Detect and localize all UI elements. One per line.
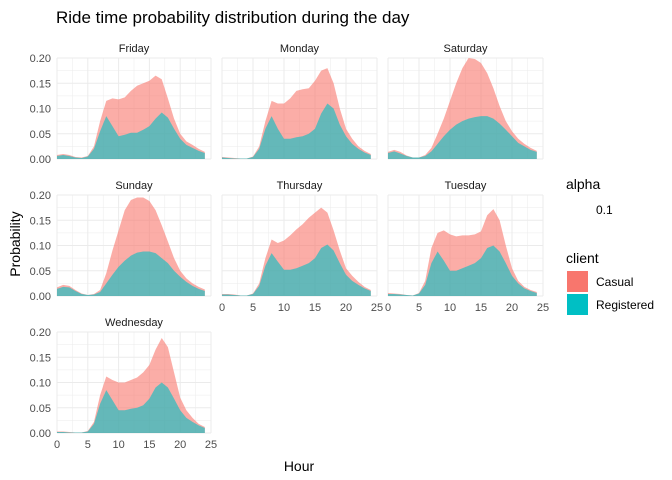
y-tick-label: 0.15: [30, 352, 51, 364]
facet-wednesday: Wednesday 0.00 0.05 0.10 0.15 0.20 0 5 10 15 20 25: [30, 317, 218, 451]
facet-tuesday: Tuesday 0 5 10 15 20 25: [385, 180, 549, 314]
x-tick-label: 15: [309, 302, 321, 314]
facet-strip-sunday: Sunday: [115, 180, 153, 192]
facet-panels: Friday 0.00 0.05 0.10 0.15 0.20 Monday Saturday…: [30, 43, 550, 451]
area-registered-monday: [222, 103, 371, 159]
area-registered-sunday: [57, 251, 205, 296]
y-tick-label: 0.15: [30, 78, 51, 90]
x-tick-label: 20: [506, 302, 518, 314]
x-tick-label: 20: [340, 302, 352, 314]
facet-friday: Friday 0.00 0.05 0.10 0.15 0.20: [30, 43, 212, 166]
x-tick-label: 10: [278, 302, 290, 314]
facet-sunday: Sunday 0.00 0.05 0.10 0.15 0.20: [30, 180, 212, 303]
x-tick-label: 5: [250, 302, 256, 314]
x-tick-label: 25: [371, 302, 383, 314]
x-tick-label: 25: [205, 439, 217, 451]
y-tick-label: 0.05: [30, 403, 51, 415]
legend-swatch-casual: [567, 271, 588, 292]
facet-strip-saturday: Saturday: [443, 43, 488, 55]
facet-saturday: Saturday: [387, 43, 544, 160]
area-registered-saturday: [388, 116, 537, 159]
x-tick-label: 0: [219, 302, 225, 314]
facet-strip-wednesday: Wednesday: [105, 317, 163, 329]
y-tick-label: 0.00: [30, 428, 51, 440]
x-tick-label: 5: [85, 439, 91, 451]
legend-label-registered: Registered: [596, 298, 654, 312]
facet-strip-friday: Friday: [119, 43, 150, 55]
legend-client-title: client: [566, 250, 599, 266]
x-tick-label: 10: [444, 302, 456, 314]
area-registered-wednesday: [57, 382, 205, 433]
legend-label-casual: Casual: [596, 275, 633, 289]
facet-monday: Monday: [221, 43, 378, 160]
area-registered-tuesday: [388, 245, 537, 296]
x-tick-label: 15: [143, 439, 155, 451]
y-tick-label: 0.00: [30, 154, 51, 166]
facet-thursday: Thursday 0 5 10 15 20 25: [219, 180, 383, 314]
facet-strip-monday: Monday: [280, 43, 320, 55]
y-tick-label: 0.15: [30, 215, 51, 227]
x-tick-label: 5: [416, 302, 422, 314]
facet-strip-tuesday: Tuesday: [445, 180, 487, 192]
y-tick-label: 0.10: [30, 104, 51, 116]
y-tick-label: 0.20: [30, 190, 51, 202]
x-tick-label: 0: [385, 302, 391, 314]
x-tick-label: 10: [112, 439, 124, 451]
legend-swatch-registered: [567, 294, 588, 315]
x-tick-label: 25: [537, 302, 549, 314]
y-tick-label: 0.10: [30, 241, 51, 253]
chart-title: Ride time probability distribution durin…: [56, 8, 410, 27]
x-tick-label: 15: [475, 302, 487, 314]
y-tick-label: 0.20: [30, 327, 51, 339]
y-tick-label: 0.05: [30, 129, 51, 141]
legend: alpha 0.1 client Casual Registered: [566, 176, 654, 315]
y-tick-label: 0.20: [30, 53, 51, 65]
y-tick-label: 0.10: [30, 378, 51, 390]
legend-alpha-value: 0.1: [596, 203, 613, 217]
legend-alpha-title: alpha: [566, 176, 600, 192]
area-registered-friday: [57, 112, 205, 159]
x-tick-label: 20: [174, 439, 186, 451]
y-tick-label: 0.05: [30, 266, 51, 278]
x-axis-title: Hour: [284, 458, 315, 474]
y-tick-label: 0.00: [30, 291, 51, 303]
facet-strip-thursday: Thursday: [277, 180, 323, 192]
area-registered-thursday: [222, 244, 371, 296]
y-axis-title: Probability: [7, 211, 23, 276]
x-tick-label: 0: [54, 439, 60, 451]
